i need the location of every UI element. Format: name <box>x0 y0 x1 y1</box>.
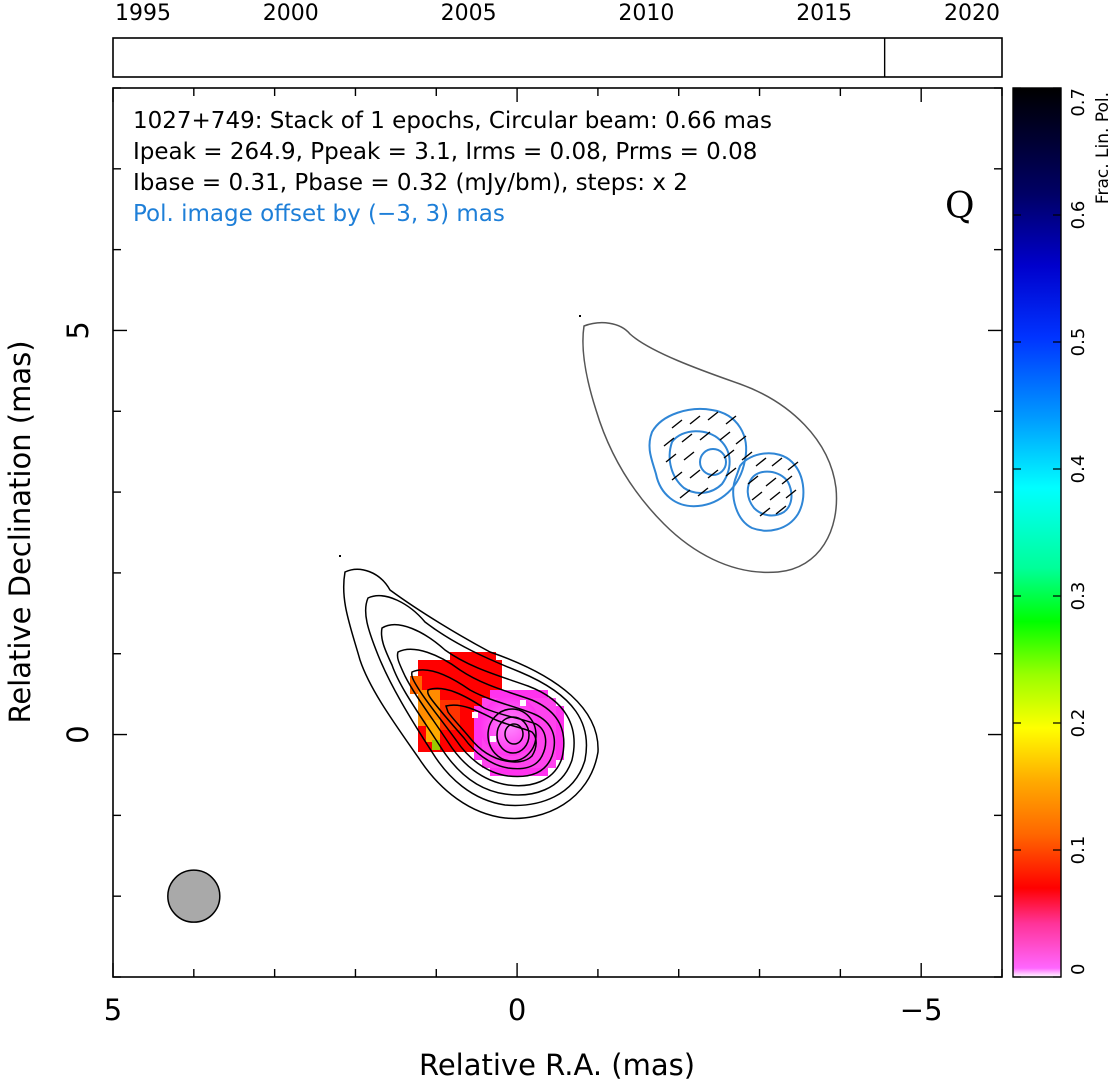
timeline-year-label: 2010 <box>618 1 674 26</box>
colorbar-tick-label: 0.1 <box>1068 836 1089 865</box>
y-axis-label: Relative Declination (mas) <box>3 340 37 723</box>
colorbar-gradient <box>1012 87 1062 978</box>
colorbar: 0 0.1 0.2 0.3 0.4 0.5 0.6 0.7 Frac. Lin. Pol. <box>1012 87 1111 978</box>
beam-ellipse <box>167 869 221 923</box>
colorbar-label: Frac. Lin. Pol. <box>1093 92 1111 204</box>
colorbar-tick-label: 0.4 <box>1068 455 1089 484</box>
annotation-line-4: Pol. image offset by (−3, 3) mas <box>133 201 505 227</box>
evpa-vectors <box>663 411 799 517</box>
timeline-frame <box>112 37 1003 78</box>
colorbar-tick-label: 0 <box>1068 964 1089 975</box>
x-tick-label: −5 <box>900 993 943 1027</box>
timeline-year-label: 1995 <box>115 1 171 26</box>
timeline-year-label: 2020 <box>944 1 1000 26</box>
timeline-year-label: 2000 <box>263 1 319 26</box>
annotation-line-3: Ibase = 0.31, Pbase = 0.32 (mJy/bm), ste… <box>133 170 688 196</box>
colorbar-tick-label: 0.6 <box>1068 201 1089 230</box>
y-tick-label: 0 <box>61 725 95 743</box>
epoch-timeline: 1995 2000 2005 2010 2015 2020 <box>112 1 1003 78</box>
polarization-contours <box>648 408 805 532</box>
annotation-line-1: 1027+749: Stack of 1 epochs, Circular be… <box>133 108 772 134</box>
y-tick-label: 5 <box>61 321 95 339</box>
annotation-line-2: Ipeak = 264.9, Ppeak = 3.1, Irms = 0.08,… <box>133 139 757 165</box>
x-tick-label: 5 <box>104 993 122 1027</box>
quality-label: Q <box>945 186 975 227</box>
timeline-year-label: 2005 <box>441 1 497 26</box>
colorbar-tick-label: 0.7 <box>1068 88 1089 117</box>
intensity-contours <box>339 315 838 820</box>
x-tick-label: 0 <box>508 993 526 1027</box>
colorbar-tick-label: 0.2 <box>1068 709 1089 738</box>
x-axis-label: Relative R.A. (mas) <box>419 1048 695 1082</box>
map-content <box>167 315 838 923</box>
axis-ticks <box>112 87 1003 978</box>
plot-frame <box>112 87 1003 978</box>
colorbar-tick-label: 0.3 <box>1068 582 1089 611</box>
colorbar-tick-label: 0.5 <box>1068 328 1089 357</box>
timeline-year-label: 2015 <box>796 1 852 26</box>
